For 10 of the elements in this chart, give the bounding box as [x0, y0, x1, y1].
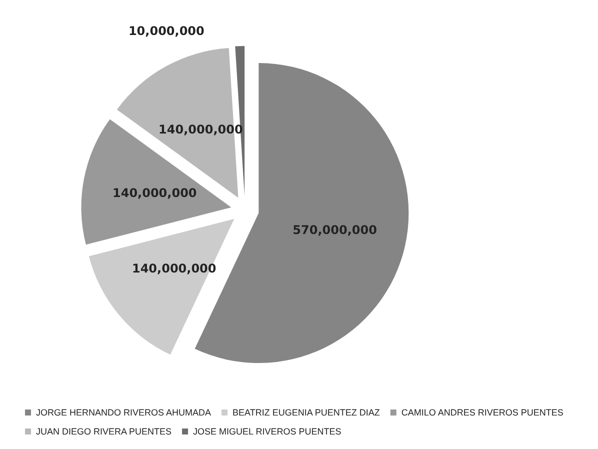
legend-label: JORGE HERNANDO RIVEROS AHUMADA [36, 408, 212, 418]
legend-label: BEATRIZ EUGENIA PUENTEZ DIAZ [232, 408, 380, 418]
legend-label: CAMILO ANDRES RIVEROS PUENTES [401, 408, 564, 418]
legend-label: JOSE MIGUEL RIVEROS PUENTES [193, 426, 342, 436]
legend-label: JUAN DIEGO RIVERA PUENTES [36, 426, 172, 436]
data-label: 140,000,000 [132, 262, 216, 276]
data-label: 140,000,000 [112, 186, 197, 200]
data-label: 570,000,000 [292, 223, 377, 238]
data-label: 10,000,000 [128, 24, 204, 38]
data-label: 140,000,000 [158, 122, 243, 136]
